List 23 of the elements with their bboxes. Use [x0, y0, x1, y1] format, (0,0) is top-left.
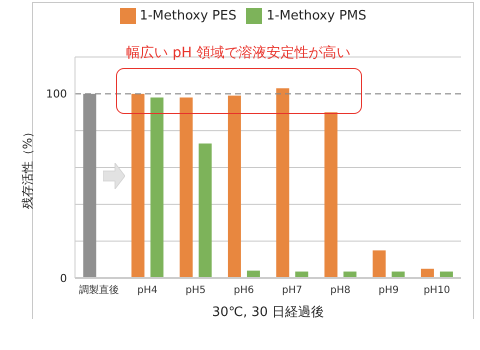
- x-tick-label: pH7: [282, 285, 302, 296]
- x-tick-label: pH8: [330, 285, 350, 296]
- x-tick-label: pH10: [424, 285, 450, 296]
- bar: [131, 94, 144, 278]
- x-tick-label: pH4: [137, 285, 158, 296]
- bar: [198, 144, 212, 278]
- x-tick-label: pH9: [378, 285, 399, 296]
- y-tick-label: 0: [60, 272, 67, 285]
- bar: [276, 88, 290, 278]
- bar: [180, 98, 193, 278]
- x-tick-label: pH6: [234, 285, 254, 296]
- x-tick-label: 調製直後: [79, 284, 120, 296]
- legend-label: 1-Methoxy PES: [140, 8, 236, 24]
- y-axis-title: 残存活性（%）: [20, 126, 34, 210]
- annotation: 幅広い pH 領域で溶液安定性が高い: [126, 44, 350, 62]
- x-axis-title: 30℃, 30 日経過後: [212, 305, 324, 320]
- bar: [228, 96, 241, 278]
- bar: [150, 98, 164, 278]
- legend-label: 1-Methoxy PMS: [266, 8, 366, 24]
- bar: [324, 112, 338, 278]
- y-tick-label: 100: [46, 88, 67, 101]
- bar: [372, 250, 386, 278]
- x-tick-label: pH5: [186, 285, 206, 296]
